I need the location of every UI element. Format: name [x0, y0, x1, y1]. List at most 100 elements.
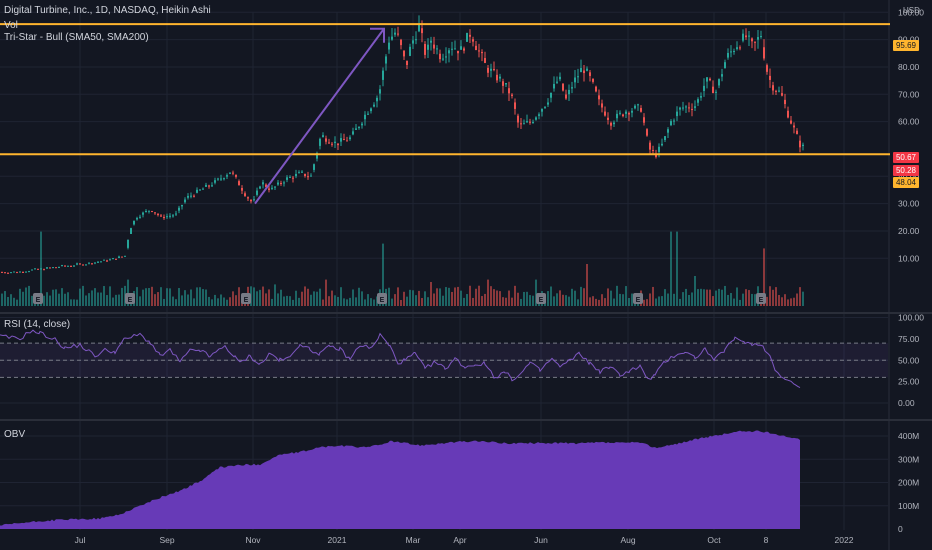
time-tick-label: 2021 [328, 535, 347, 545]
price-axis[interactable]: 100.00 90.00 80.00 70.00 60.00 40.00 30.00 20.0… [898, 7, 924, 534]
volume-bar [409, 289, 411, 306]
volume-bar [307, 288, 309, 306]
earnings-badge [377, 293, 387, 304]
earnings-marker: E [756, 293, 766, 304]
trend-arrow[interactable] [254, 27, 385, 205]
volume-bar [55, 289, 57, 306]
candle-body [292, 177, 294, 179]
time-axis[interactable]: Jul Sep Nov 2021 Mar Apr Jun Aug Oct 8 2022 [75, 535, 854, 545]
candle-body [202, 188, 204, 190]
candle-body [379, 89, 381, 94]
volume-bar [286, 295, 288, 306]
candle-body [217, 178, 219, 180]
volume-bar [13, 297, 15, 306]
candle-body [61, 265, 63, 267]
volume-bar [670, 231, 672, 306]
candle-body [748, 35, 750, 37]
candle-body [508, 88, 510, 94]
candle-body [583, 70, 585, 74]
candle-body [58, 266, 60, 268]
volume-bar [772, 289, 774, 306]
candle-body [103, 259, 105, 261]
candle-body [667, 129, 669, 133]
volume-bar [553, 296, 555, 306]
time-tick-label: Nov [245, 535, 261, 545]
symbol-legend[interactable]: Digital Turbine, Inc., 1D, NASDAQ, Heiki… [4, 5, 211, 16]
earnings-badge [125, 293, 135, 304]
volume-bar [736, 287, 738, 306]
volume-bar [643, 299, 645, 306]
candle-body [472, 39, 474, 42]
price-tick-label: 80.00 [898, 62, 920, 72]
earnings-label: E [128, 297, 133, 304]
price-tick-label: 10.00 [898, 253, 920, 263]
volume-bar [79, 288, 81, 306]
obv-legend[interactable]: OBV [4, 429, 26, 440]
volume-bar [268, 289, 270, 306]
candle-body [424, 44, 426, 55]
candle-body [205, 184, 207, 187]
volume-bar [322, 299, 324, 306]
candle-body [718, 79, 720, 86]
candle-body [502, 81, 504, 86]
candle-body [517, 115, 519, 123]
candle-body [226, 175, 228, 177]
candle-body [418, 23, 420, 32]
volume-bar [607, 288, 609, 306]
price-tick-label: 60.00 [898, 117, 920, 127]
candle-body [415, 39, 417, 41]
volume-bar [481, 296, 483, 306]
candle-body [697, 99, 699, 103]
horizontal-lines[interactable] [0, 23, 890, 156]
candle-body [742, 33, 744, 41]
candle-body [391, 36, 393, 40]
candle-body [784, 99, 786, 105]
obv-area [0, 430, 800, 529]
candle-body [82, 264, 84, 266]
candle-body [214, 180, 216, 183]
volume-bar [412, 290, 414, 306]
volume-bar [745, 289, 747, 306]
candle-body [706, 77, 708, 82]
candle-body [259, 186, 261, 189]
volume-bar [22, 291, 24, 306]
candlestick-series [1, 15, 804, 274]
candle-body [142, 212, 144, 215]
volume-legend[interactable]: Vol [4, 20, 18, 31]
candle-body [490, 68, 492, 71]
volume-bar [673, 293, 675, 306]
candle-body [19, 271, 21, 273]
candle-body [556, 81, 558, 83]
volume-bar [52, 289, 54, 306]
volume-bar [688, 294, 690, 306]
candle-body [52, 267, 54, 269]
rsi-legend[interactable]: RSI (14, close) [4, 319, 71, 330]
candle-body [364, 114, 366, 120]
volume-bar [499, 291, 501, 306]
volume-bar [25, 287, 27, 306]
volume-bar [262, 286, 264, 306]
candle-body [439, 53, 441, 60]
candle-body [376, 97, 378, 102]
candle-body [775, 90, 777, 92]
volume-bar [283, 296, 285, 306]
candle-body [688, 107, 690, 109]
candle-body [340, 138, 342, 142]
candle-body [184, 199, 186, 203]
candle-body [346, 140, 348, 142]
volume-bar [799, 287, 801, 306]
volume-bar [157, 292, 159, 306]
candle-body [223, 178, 225, 180]
earnings-badge [536, 293, 546, 304]
candle-body [97, 261, 99, 263]
candle-body [727, 52, 729, 58]
volume-bar [433, 293, 435, 306]
indicator-legend[interactable]: Tri-Star - Bull (SMA50, SMA200) [4, 32, 149, 43]
candle-body [46, 267, 48, 269]
candle-body [427, 44, 429, 50]
volume-bar [694, 276, 696, 306]
candle-body [745, 35, 747, 38]
volume-bar [325, 279, 327, 306]
